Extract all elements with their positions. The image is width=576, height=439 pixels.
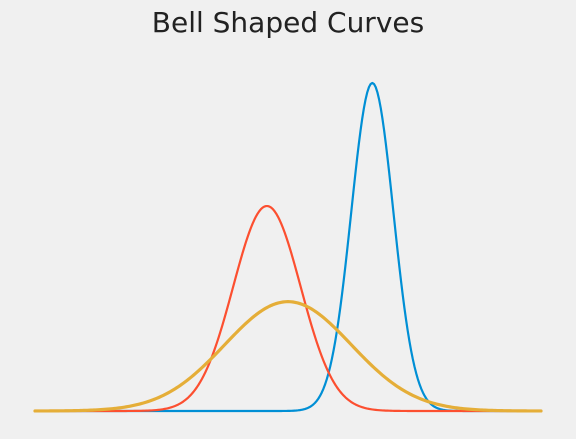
series-layer	[33, 81, 543, 413]
chart-title: Bell Shaped Curves	[152, 6, 424, 39]
series-line-3	[33, 300, 543, 413]
series-line-2	[33, 204, 543, 413]
